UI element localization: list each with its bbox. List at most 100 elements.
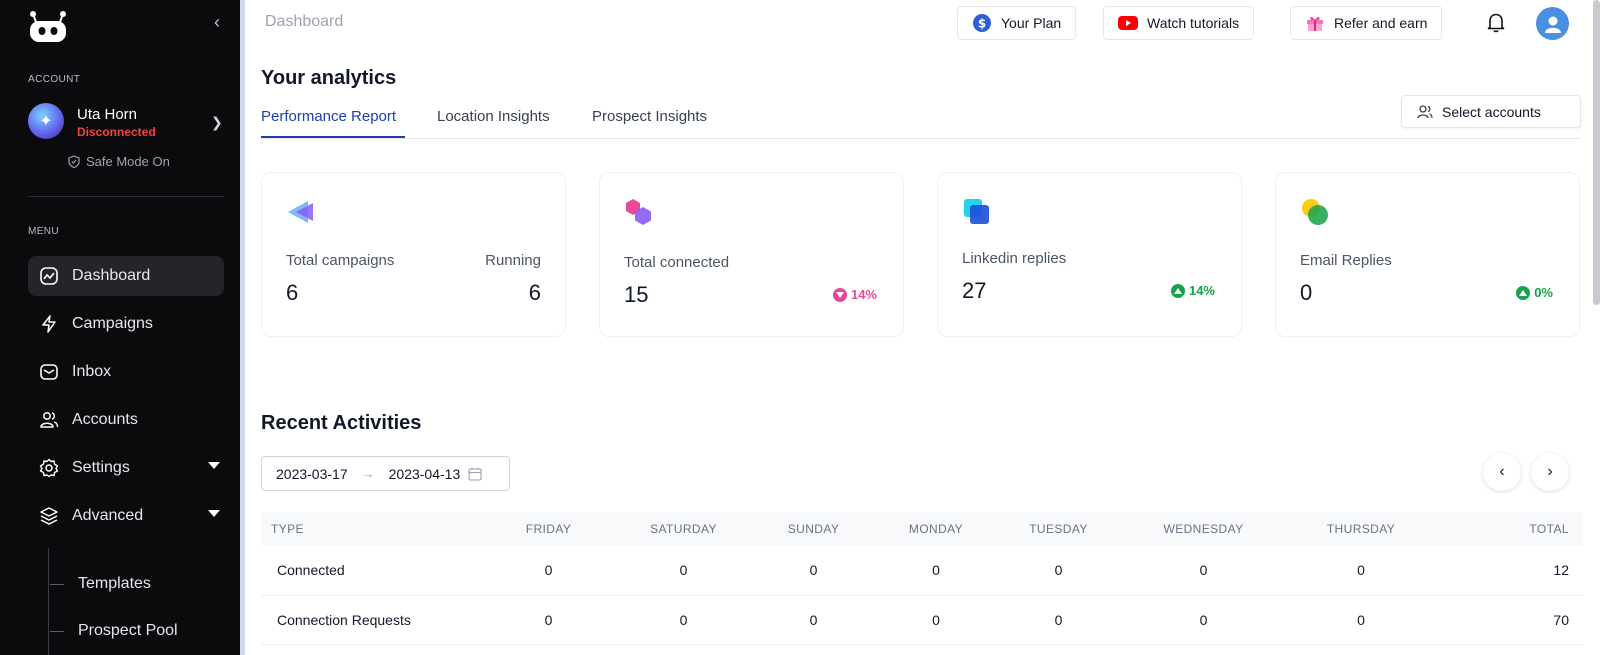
- sidebar-subitem-prospect-pool[interactable]: Prospect Pool: [50, 622, 178, 640]
- menu-section-label: MENU: [28, 226, 60, 237]
- chevron-right-icon: ›: [1547, 463, 1553, 480]
- account-avatar[interactable]: ✦: [28, 103, 64, 139]
- sidebar-item-label: Advanced: [72, 507, 144, 524]
- lightning-icon: [38, 313, 60, 335]
- chevron-right-icon[interactable]: ❯: [211, 114, 223, 130]
- refer-earn-label: Refer and earn: [1334, 15, 1428, 31]
- card-total-campaigns: Total campaigns 6 Running 6: [261, 172, 566, 337]
- card-value: 27: [962, 278, 987, 303]
- sidebar-item-label: Inbox: [72, 363, 112, 380]
- card-linkedin-replies: Linkedin replies 27 14%: [937, 172, 1242, 337]
- column-header: SUNDAY: [787, 522, 840, 536]
- refer-earn-button[interactable]: Refer and earn: [1290, 6, 1443, 40]
- column-header: FRIDAY: [525, 522, 572, 536]
- column-header: TUESDAY: [1029, 522, 1088, 536]
- column-header: MONDAY: [908, 522, 964, 536]
- table-cell: 0: [751, 595, 876, 645]
- date-range-picker[interactable]: 2023-03-17 → 2023-04-13: [261, 456, 510, 491]
- sidebar-subitem-label: Prospect Pool: [78, 622, 178, 639]
- tab-location-insights[interactable]: Location Insights: [437, 108, 550, 125]
- card-value-running: 6: [528, 280, 541, 305]
- dashboard-icon: [38, 265, 60, 287]
- sidebar-item-inbox[interactable]: Inbox: [28, 352, 224, 392]
- card-value: 6: [286, 280, 299, 305]
- tabs-divider: [261, 138, 1581, 139]
- card-label-running: Running: [485, 252, 541, 269]
- card-email-replies: Email Replies 0 0%: [1275, 172, 1580, 337]
- account-name[interactable]: Uta Horn: [77, 106, 138, 123]
- analytics-title: Your analytics: [261, 67, 397, 89]
- linkedin-replies-icon: [964, 199, 989, 224]
- trend-up-icon: [1170, 283, 1185, 298]
- table-cell: 0: [616, 546, 751, 596]
- your-plan-label: Your Plan: [1001, 15, 1062, 31]
- trend-down-icon: [832, 287, 847, 302]
- table-cell: 0: [616, 595, 751, 645]
- card-label: Linkedin replies: [962, 250, 1067, 267]
- sidebar-divider: [28, 196, 224, 197]
- delta-badge: 0%: [1516, 285, 1553, 300]
- date-start[interactable]: 2023-03-17: [276, 465, 348, 482]
- column-header: SATURDAY: [650, 522, 717, 536]
- tab-prospect-insights[interactable]: Prospect Insights: [592, 108, 708, 125]
- delta-value: 14%: [850, 287, 877, 302]
- date-end[interactable]: 2023-04-13: [388, 465, 461, 482]
- table-row: Connection Requests 0 0 0 0 0 0 0 70: [261, 595, 1583, 645]
- account-section-label: ACCOUNT: [28, 74, 81, 85]
- card-label: Total connected: [624, 254, 730, 271]
- account-status: Disconnected: [77, 125, 156, 139]
- active-tab-indicator: [261, 136, 405, 138]
- previous-page-button[interactable]: ‹: [1483, 453, 1521, 491]
- users-icon: [38, 409, 60, 431]
- watch-tutorials-button[interactable]: Watch tutorials: [1103, 6, 1255, 40]
- sidebar-item-settings[interactable]: Settings: [28, 448, 224, 488]
- activities-table: TYPE FRIDAY SATURDAY SUNDAY MONDAY TUESD…: [261, 512, 1583, 645]
- email-replies-icon: [1302, 199, 1328, 225]
- table-cell: 0: [1286, 546, 1436, 596]
- watch-tutorials-label: Watch tutorials: [1147, 15, 1240, 31]
- table-cell: 0: [876, 546, 996, 596]
- svg-text:$: $: [978, 17, 986, 31]
- next-page-button[interactable]: ›: [1531, 453, 1569, 491]
- table-cell: Connected: [261, 546, 481, 596]
- trend-up-icon: [1516, 285, 1531, 300]
- inbox-icon: [38, 361, 60, 383]
- tab-performance-report[interactable]: Performance Report: [261, 108, 397, 125]
- sidebar-subitem-templates[interactable]: Templates: [50, 575, 151, 593]
- collapse-sidebar-icon[interactable]: ‹: [214, 12, 220, 32]
- bell-icon[interactable]: [1484, 10, 1508, 34]
- sidebar-edge: [240, 0, 245, 655]
- sidebar-item-campaigns[interactable]: Campaigns: [28, 304, 224, 344]
- card-label: Email Replies: [1300, 252, 1392, 269]
- sidebar-item-label: Dashboard: [72, 267, 151, 284]
- user-icon: [1544, 16, 1561, 33]
- sidebar-subitem-label: Templates: [78, 575, 151, 592]
- calendar-icon: [468, 467, 482, 481]
- select-accounts-button[interactable]: Select accounts: [1401, 95, 1581, 128]
- submenu-dash: [50, 583, 64, 585]
- page-scrollbar[interactable]: [1593, 0, 1600, 305]
- your-plan-button[interactable]: $ Your Plan: [957, 6, 1077, 40]
- table-cell: 0: [481, 595, 616, 645]
- sidebar-item-dashboard[interactable]: Dashboard: [28, 256, 224, 296]
- arrow-right-icon: →: [361, 466, 375, 481]
- card-value: 0: [1300, 280, 1313, 305]
- robot-logo-icon: [30, 11, 66, 42]
- chevron-left-icon: ‹: [1499, 463, 1505, 480]
- user-avatar[interactable]: [1536, 7, 1569, 40]
- recent-activities-title: Recent Activities: [261, 412, 422, 434]
- campaign-icon: [288, 201, 313, 223]
- table-cell: 0: [1121, 595, 1286, 645]
- column-header: TOTAL: [1529, 522, 1569, 536]
- safe-mode-indicator: Safe Mode On: [68, 154, 170, 169]
- gift-icon: [1305, 13, 1325, 33]
- caret-down-icon: [208, 510, 220, 517]
- submenu-dash: [50, 630, 64, 632]
- gear-icon: [38, 457, 60, 479]
- sidebar-item-label: Settings: [72, 459, 130, 476]
- sidebar-item-advanced[interactable]: Advanced: [28, 496, 224, 536]
- sidebar-item-accounts[interactable]: Accounts: [28, 400, 224, 440]
- sidebar: ‹ ACCOUNT ✦ Uta Horn Disconnected ❯ Safe…: [0, 0, 245, 655]
- column-header: WEDNESDAY: [1163, 522, 1244, 536]
